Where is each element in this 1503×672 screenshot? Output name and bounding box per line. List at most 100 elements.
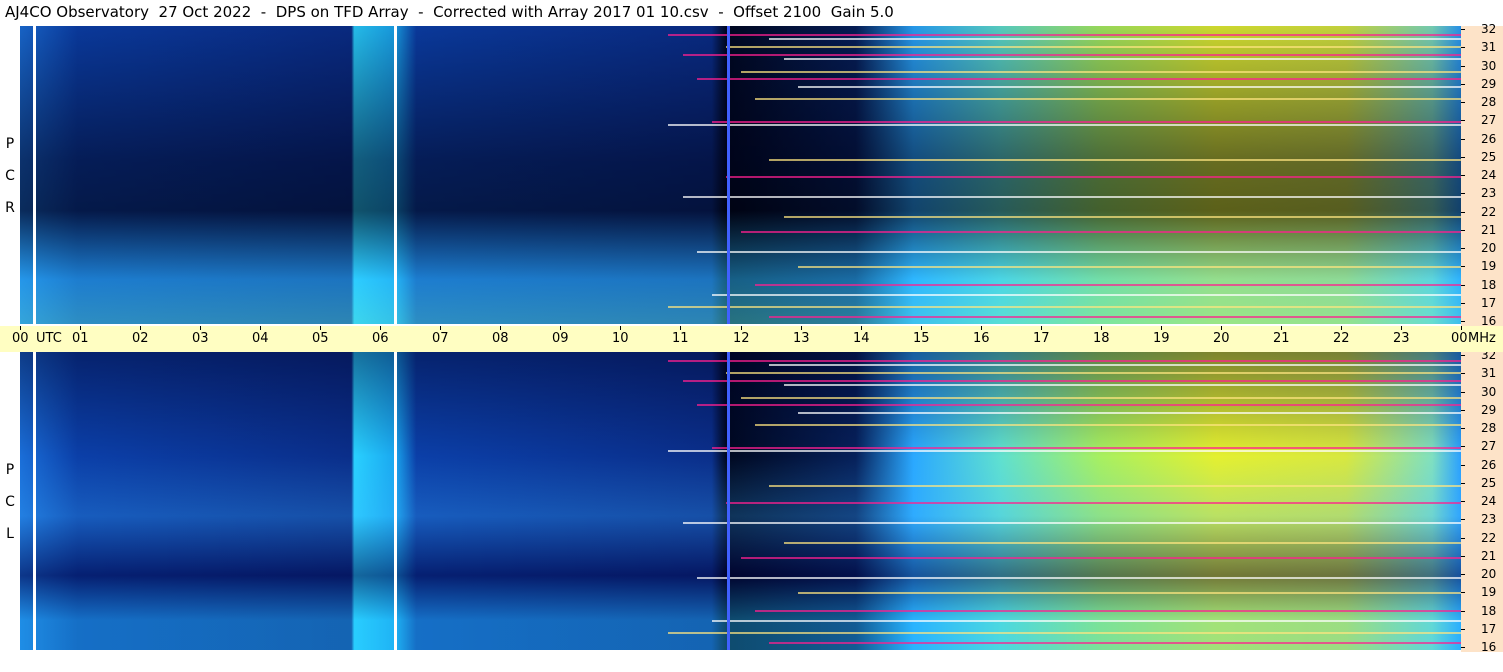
time-tick xyxy=(801,326,802,330)
freq-tick xyxy=(1461,592,1465,593)
time-tick xyxy=(861,326,862,330)
rfi-band xyxy=(726,46,1461,48)
freq-tick xyxy=(1461,647,1465,648)
time-tick xyxy=(1221,326,1222,330)
freq-tick-label: 29 xyxy=(1481,403,1497,417)
rfi-band xyxy=(668,124,1461,126)
rfi-band xyxy=(726,176,1461,178)
rcp-letter-r: R xyxy=(5,200,15,216)
vertical-spike xyxy=(394,352,397,650)
time-tick-label: 17 xyxy=(1033,331,1050,346)
freq-tick xyxy=(1461,410,1465,411)
freq-tick xyxy=(1461,212,1465,213)
freq-tick-label: 27 xyxy=(1481,113,1497,127)
freq-tick-label: 26 xyxy=(1481,132,1497,146)
freq-tick xyxy=(1461,248,1465,249)
time-tick-label: 02 xyxy=(132,331,149,346)
rfi-band xyxy=(740,71,1461,73)
time-tick xyxy=(20,326,21,330)
freq-tick-label: 23 xyxy=(1481,186,1497,200)
freq-tick-label: 23 xyxy=(1481,512,1497,526)
freq-tick xyxy=(1461,446,1465,447)
time-tick xyxy=(1041,326,1042,330)
freq-tick xyxy=(1461,285,1465,286)
freq-tick-label: 31 xyxy=(1481,366,1497,380)
time-tick-label: 09 xyxy=(552,331,569,346)
freq-tick xyxy=(1461,193,1465,194)
time-tick-label: 16 xyxy=(973,331,990,346)
freq-tick-label: 16 xyxy=(1481,640,1497,654)
freq-tick-label: 31 xyxy=(1481,40,1497,54)
time-tick-label: 18 xyxy=(1093,331,1110,346)
rfi-band xyxy=(740,231,1461,233)
freq-tick xyxy=(1461,538,1465,539)
freq-tick xyxy=(1461,120,1465,121)
time-tick xyxy=(921,326,922,330)
rfi-band xyxy=(769,364,1461,366)
time-tick xyxy=(320,326,321,330)
freq-tick xyxy=(1461,47,1465,48)
rfi-band xyxy=(682,380,1461,382)
freq-tick-label: 18 xyxy=(1481,604,1497,618)
rfi-band xyxy=(697,78,1461,80)
freq-tick xyxy=(1461,483,1465,484)
time-tick-label: 20 xyxy=(1213,331,1230,346)
rfi-band xyxy=(798,592,1461,594)
spectrogram-shading xyxy=(20,26,1461,324)
rcp-spectrogram xyxy=(20,26,1461,324)
lcp-letter-l: L xyxy=(6,526,14,542)
rfi-band xyxy=(783,384,1461,386)
freq-tick-label: 30 xyxy=(1481,59,1497,73)
time-tick xyxy=(1461,326,1462,330)
rfi-band xyxy=(754,424,1461,426)
rfi-band xyxy=(668,360,1461,362)
freq-tick-label: 25 xyxy=(1481,476,1497,490)
freq-tick xyxy=(1461,392,1465,393)
vertical-spike xyxy=(394,26,397,324)
lcp-frequency-axis: 16 17 18 19 20 21 22 23 24 25 26 27 28 29 30 31 32 xyxy=(1461,349,1503,654)
time-tick xyxy=(981,326,982,330)
rcp-letter-c: C xyxy=(5,168,15,184)
time-unit-label: UTC xyxy=(36,331,62,346)
time-axis: 00 01 02 03 04 05 06 07 08 09 10 11 12 13 14 15 16 17 18 19… xyxy=(0,326,1503,352)
freq-tick-label: 24 xyxy=(1481,494,1497,508)
freq-tick xyxy=(1461,139,1465,140)
rfi-band xyxy=(769,159,1461,161)
spectrogram-shading xyxy=(20,352,1461,650)
rfi-band xyxy=(754,610,1461,612)
freq-tick-label: 19 xyxy=(1481,585,1497,599)
rfi-band xyxy=(711,121,1461,123)
rfi-band xyxy=(783,542,1461,544)
rfi-band xyxy=(697,577,1461,579)
freq-tick xyxy=(1461,266,1465,267)
rfi-band xyxy=(754,284,1461,286)
time-tick-label: 13 xyxy=(793,331,810,346)
rfi-band xyxy=(798,412,1461,414)
time-tick-label: 00 xyxy=(12,331,29,346)
rfi-band xyxy=(798,86,1461,88)
freq-tick xyxy=(1461,355,1465,356)
freq-tick-label: 27 xyxy=(1481,439,1497,453)
rfi-band xyxy=(769,485,1461,487)
freq-tick xyxy=(1461,465,1465,466)
freq-tick xyxy=(1461,230,1465,231)
freq-tick xyxy=(1461,303,1465,304)
lcp-letter-p: P xyxy=(5,462,15,478)
time-tick-label: 21 xyxy=(1273,331,1290,346)
freq-tick-label: 21 xyxy=(1481,549,1497,563)
freq-tick-label: 17 xyxy=(1481,296,1497,310)
rfi-band xyxy=(682,522,1461,524)
time-tick-label: 23 xyxy=(1393,331,1410,346)
time-tick xyxy=(440,326,441,330)
time-tick xyxy=(1281,326,1282,330)
rcp-letter-p: P xyxy=(5,136,15,152)
rfi-band xyxy=(668,306,1461,308)
rfi-band xyxy=(726,372,1461,374)
freq-tick-label: 30 xyxy=(1481,385,1497,399)
time-tick xyxy=(1341,326,1342,330)
lcp-letter-c: C xyxy=(5,494,15,510)
time-tick xyxy=(680,326,681,330)
time-tick xyxy=(741,326,742,330)
rfi-band xyxy=(754,98,1461,100)
freq-tick-label: 20 xyxy=(1481,241,1497,255)
